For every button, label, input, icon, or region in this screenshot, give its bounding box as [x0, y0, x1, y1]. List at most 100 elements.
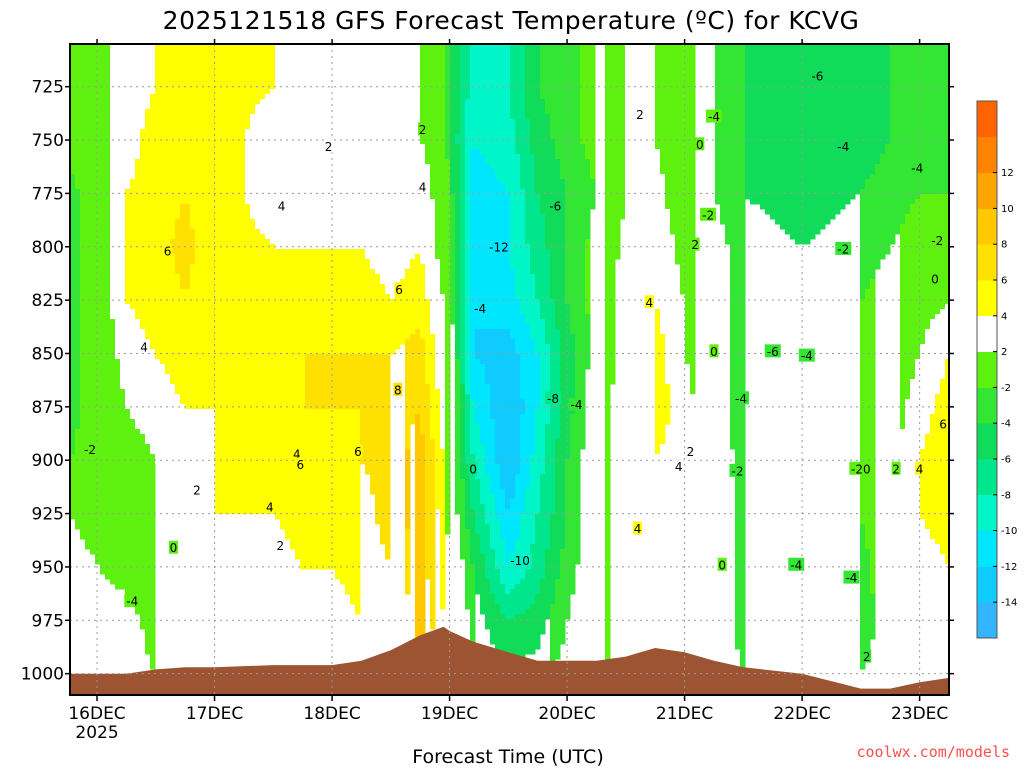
temperature-cell — [345, 249, 351, 355]
temperature-cell — [320, 44, 326, 250]
temperature-cell — [590, 179, 596, 210]
contour-label-bg — [418, 180, 428, 194]
temperature-cell — [490, 329, 496, 420]
temperature-cell — [590, 44, 596, 180]
temperature-cell — [225, 44, 231, 515]
temperature-cell — [505, 329, 511, 510]
temperature-cell — [345, 44, 351, 250]
temperature-cell — [170, 44, 176, 240]
temperature-cell — [490, 594, 496, 645]
temperature-cell — [510, 499, 516, 555]
temperature-cell — [665, 209, 671, 385]
contour-label: 0 — [931, 272, 939, 286]
contour-label-bg — [393, 382, 403, 396]
contour-label: -12 — [489, 240, 509, 254]
temperature-cell — [355, 44, 361, 250]
temperature-cell — [355, 249, 361, 355]
temperature-cell — [655, 454, 661, 630]
temperature-cell — [175, 44, 181, 220]
temperature-cell — [145, 44, 151, 110]
temperature-cell — [330, 249, 336, 355]
temperature-cell — [915, 199, 921, 360]
temperature-cell — [260, 234, 266, 515]
temperature-cell — [565, 459, 571, 620]
temperature-cell — [735, 44, 741, 650]
temperature-cell — [350, 44, 356, 250]
temperature-cell — [320, 409, 326, 570]
temperature-cell — [290, 44, 296, 250]
contour-label-bg — [938, 416, 948, 430]
contour-label-bg — [930, 271, 940, 285]
temperature-cell — [305, 44, 311, 250]
temperature-cell — [420, 339, 426, 435]
x-axis-title: Forecast Time (UTC) — [412, 746, 603, 768]
temperature-cell — [940, 194, 946, 310]
temperature-cell — [325, 409, 331, 570]
colorbar-swatch — [977, 459, 997, 496]
temperature-cell — [395, 44, 401, 290]
temperature-cell — [550, 514, 556, 605]
temperature-cell — [435, 44, 441, 260]
contour-label: 2 — [691, 238, 699, 252]
temperature-cell — [310, 354, 316, 410]
temperature-cell — [880, 154, 886, 260]
temperature-cell — [830, 44, 836, 220]
temperature-cell — [640, 44, 646, 300]
temperature-cell — [520, 579, 526, 615]
temperature-cell — [425, 44, 431, 165]
temperature-cell — [945, 304, 949, 360]
contour-label: -2 — [837, 242, 849, 256]
temperature-cell — [885, 144, 891, 255]
temperature-cell — [200, 44, 206, 410]
temperature-cell — [420, 44, 426, 145]
temperature-cell — [155, 44, 161, 360]
temperature-cell — [490, 419, 496, 495]
temperature-cell — [150, 454, 156, 670]
temperature-cell — [670, 44, 676, 235]
temperature-cell — [405, 529, 411, 595]
temperature-cell — [70, 174, 76, 455]
temperature-cell — [475, 149, 481, 330]
temperature-cell — [910, 44, 916, 205]
temperature-cell — [555, 439, 561, 580]
x-tick-label: 22DEC — [773, 704, 830, 724]
temperature-cell — [470, 399, 476, 455]
contour-label: -6 — [549, 200, 561, 214]
contour-label: -4 — [911, 161, 923, 175]
colorbar-swatch — [977, 280, 997, 317]
colorbar-label: -10 — [1001, 526, 1017, 537]
temperature-cell — [405, 44, 411, 270]
temperature-cell — [660, 44, 666, 175]
temperature-cell — [205, 44, 211, 410]
temperature-cell — [125, 189, 131, 305]
temperature-cell — [360, 44, 366, 250]
contour-label-bg — [168, 540, 178, 554]
temperature-cell — [145, 109, 151, 340]
temperature-cell — [665, 384, 671, 425]
temperature-cell — [180, 289, 186, 405]
temperature-cell — [365, 354, 371, 475]
temperature-cell — [410, 259, 416, 335]
contour-label-bg — [633, 521, 643, 535]
temperature-cell — [570, 44, 576, 335]
temperature-cell — [70, 454, 76, 520]
temperature-cell — [230, 44, 236, 515]
temperature-cell — [615, 44, 621, 260]
contour-label-bg — [709, 344, 719, 358]
temperature-cell — [495, 569, 501, 605]
x-tick-label: 23DEC — [891, 704, 948, 724]
temperature-cell — [175, 274, 181, 395]
temperature-cell — [475, 479, 481, 535]
contour-label-bg — [163, 244, 173, 258]
temperature-cell — [335, 409, 341, 580]
temperature-cell — [175, 394, 181, 500]
temperature-cell — [305, 409, 311, 570]
temperature-cell — [690, 44, 696, 395]
temperature-cell — [535, 299, 541, 355]
temperature-cell — [660, 444, 666, 655]
temperature-cell — [445, 44, 451, 160]
temperature-cell — [945, 44, 949, 195]
temperature-cell — [385, 294, 391, 355]
contour-label-bg — [275, 538, 285, 552]
temperature-cell — [920, 44, 926, 195]
